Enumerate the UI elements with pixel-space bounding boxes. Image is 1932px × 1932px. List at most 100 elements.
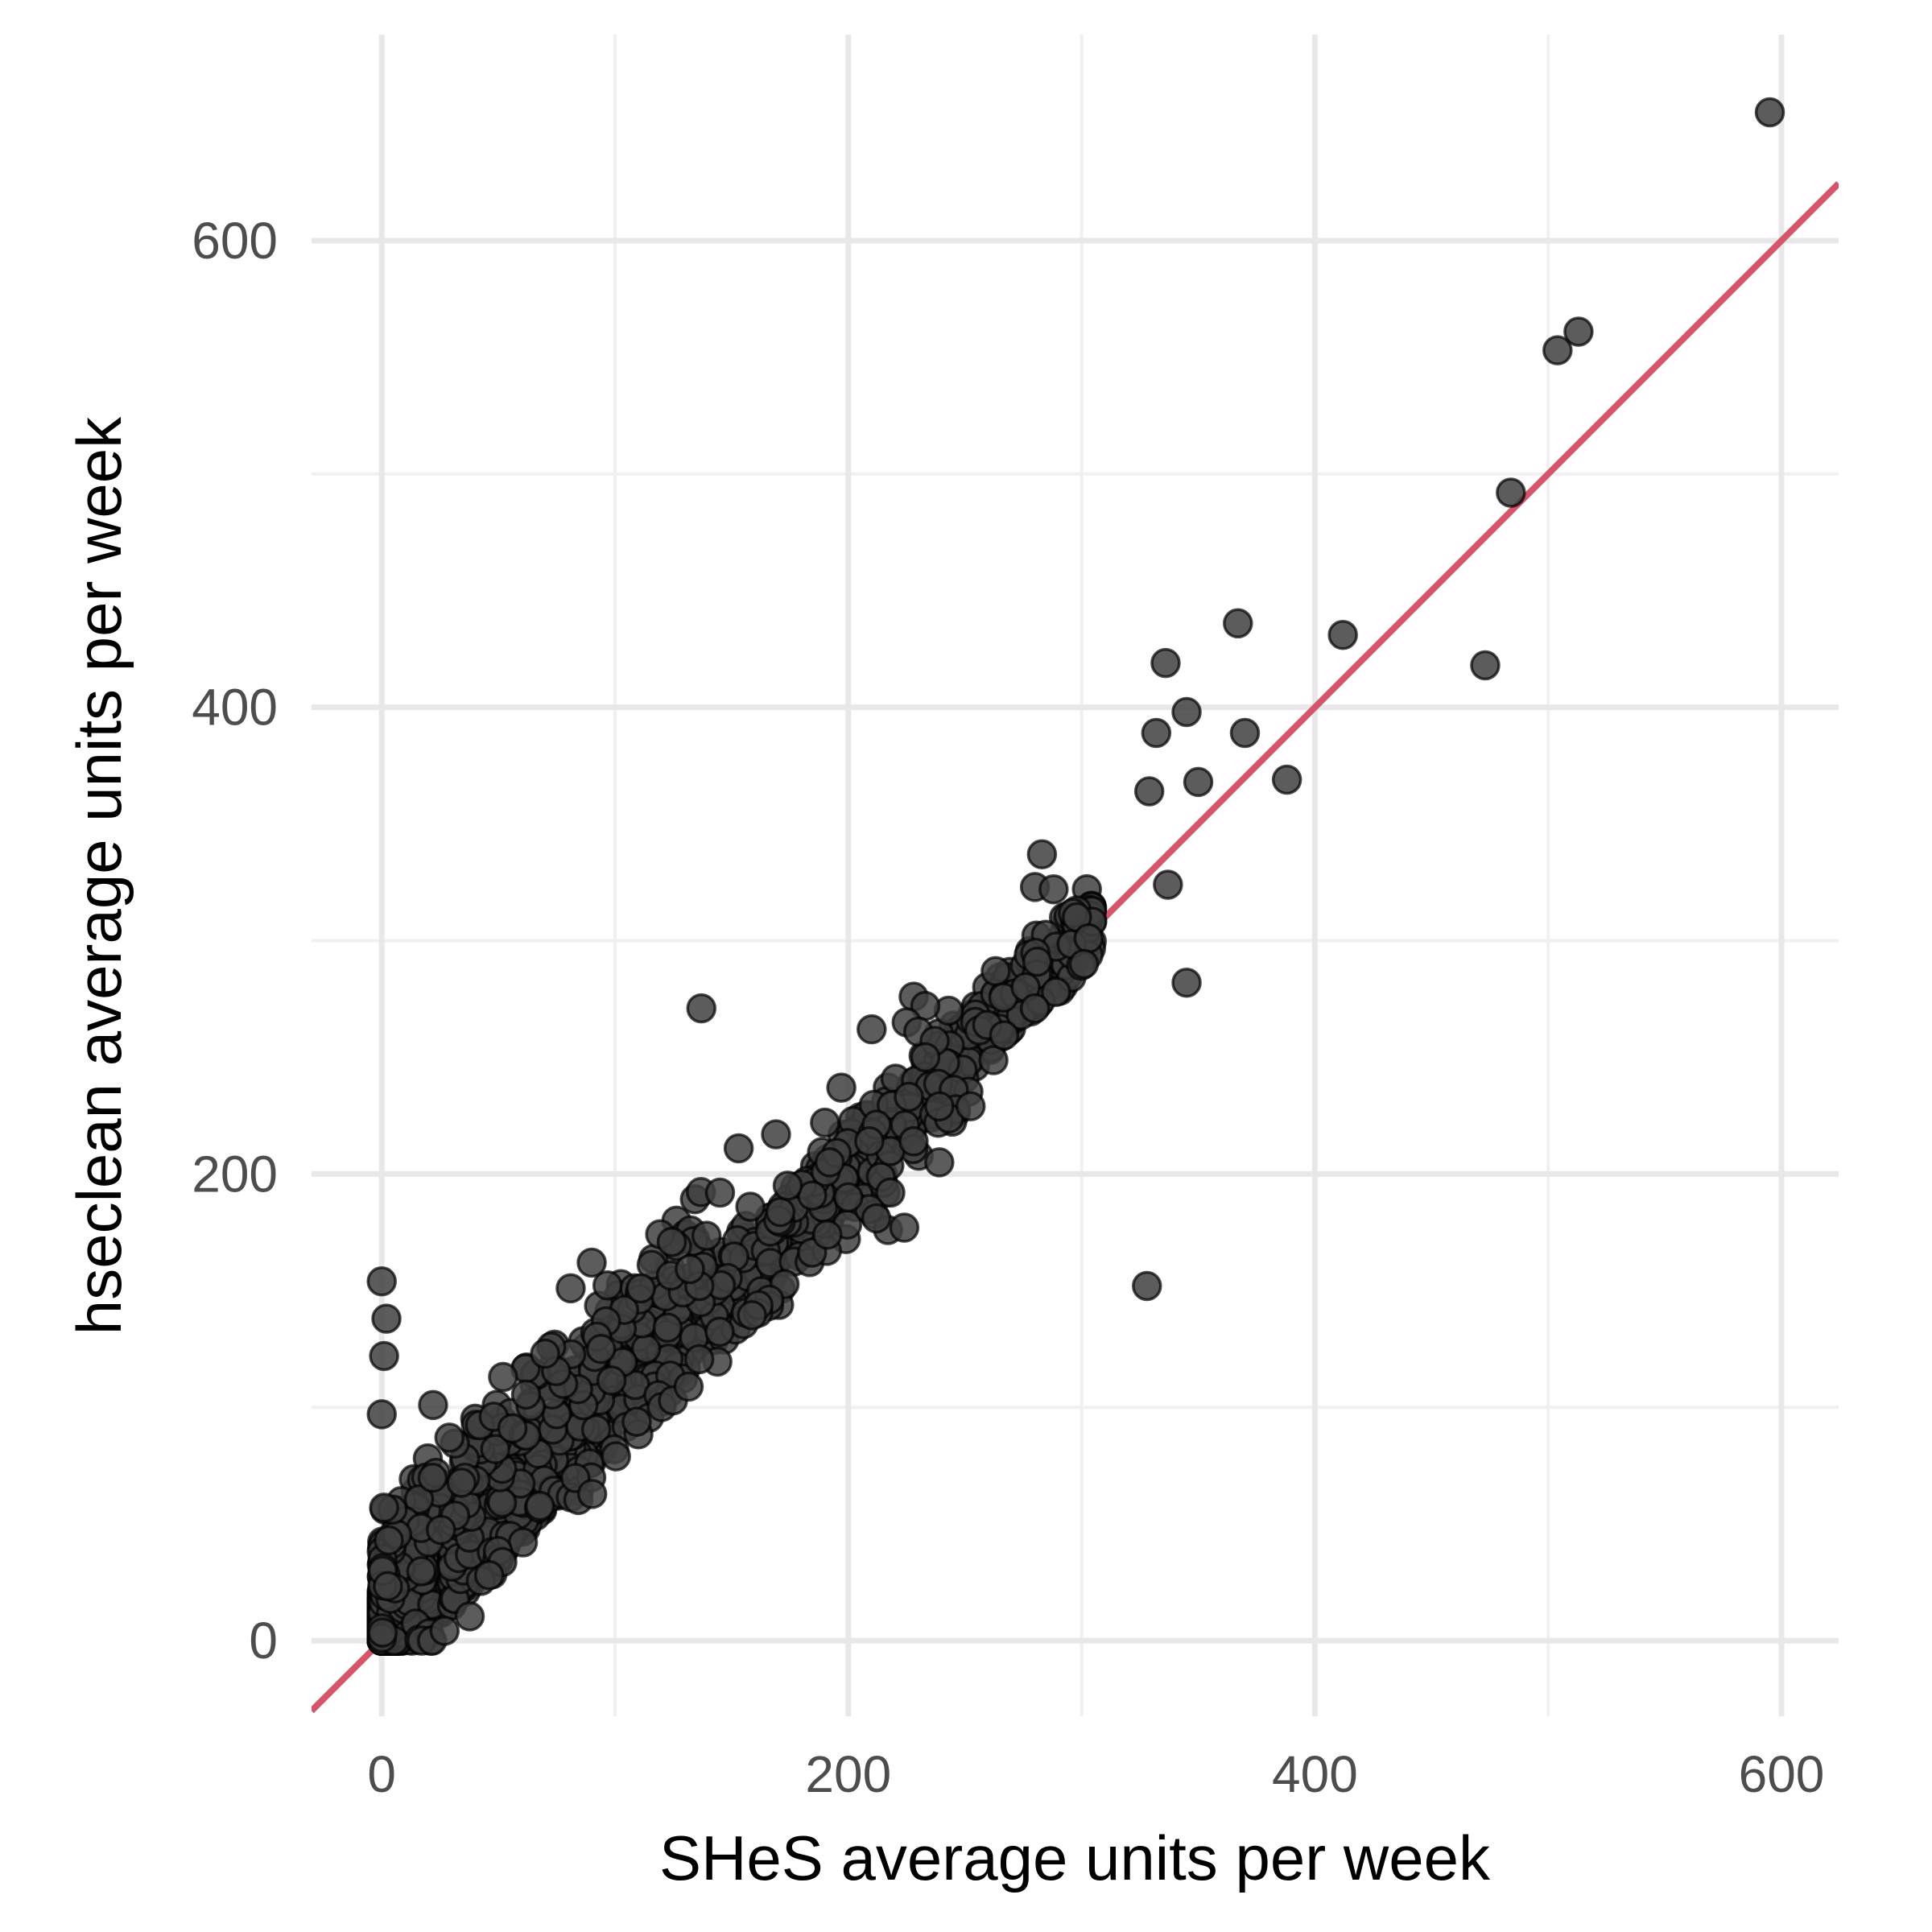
data-point	[446, 1468, 477, 1498]
data-point	[510, 1379, 542, 1410]
data-point-outlier	[1022, 946, 1053, 977]
data-point-outlier	[854, 1126, 885, 1157]
data-point	[683, 1344, 715, 1375]
data-point-outlier	[366, 1399, 397, 1430]
data-point-outlier	[857, 1013, 887, 1045]
data-point	[373, 1571, 403, 1602]
data-point	[955, 1091, 986, 1121]
data-point	[765, 1196, 796, 1228]
data-point	[406, 1556, 437, 1587]
data-point-outlier	[889, 1212, 920, 1243]
data-point-outlier	[369, 1492, 399, 1523]
data-point	[656, 1226, 687, 1257]
data-point-outlier	[434, 1422, 465, 1453]
data-point-outlier	[861, 1203, 892, 1234]
x-tick-label: 400	[1272, 1745, 1358, 1803]
y-axis-title: hseclean average units per week	[64, 416, 134, 1335]
data-point-outlier	[924, 1147, 955, 1178]
x-tick-label: 0	[367, 1745, 396, 1803]
data-point	[596, 1365, 627, 1396]
data-point	[601, 1441, 631, 1472]
data-point	[980, 956, 1011, 987]
x-tick-label: 200	[805, 1745, 891, 1803]
data-point	[480, 1434, 511, 1464]
data-point	[621, 1406, 652, 1437]
data-point	[673, 1371, 704, 1402]
data-point-outlier	[576, 1247, 607, 1278]
data-point-outlier	[555, 1273, 586, 1304]
data-point-outlier	[1496, 477, 1526, 508]
data-point-outlier	[686, 993, 716, 1024]
data-point-outlier	[1223, 608, 1253, 639]
data-point-outlier	[488, 1361, 518, 1393]
data-point-outlier	[924, 1091, 955, 1122]
data-point-outlier	[814, 1147, 845, 1178]
data-point-outlier	[418, 1389, 448, 1421]
data-point-outlier	[1327, 620, 1358, 650]
data-point-outlier	[497, 1413, 528, 1444]
data-point-outlier	[772, 1170, 803, 1201]
data-point-outlier	[1019, 993, 1051, 1024]
data-point	[737, 1300, 767, 1331]
data-point	[367, 1617, 398, 1648]
data-point-outlier	[530, 1338, 560, 1369]
data-point	[704, 1316, 735, 1348]
data-point-outlier	[369, 1340, 399, 1372]
data-point	[691, 1220, 722, 1251]
y-tick-label: 400	[192, 679, 278, 737]
data-point-outlier	[704, 1177, 736, 1208]
data-point-outlier	[898, 1126, 929, 1157]
data-point-outlier	[1150, 647, 1181, 679]
data-point	[625, 1273, 656, 1304]
y-axis-tick-labels: 0 200 400 600	[192, 212, 278, 1670]
data-point-outlier	[826, 1072, 857, 1103]
data-point-outlier	[1171, 696, 1202, 728]
data-point	[524, 1490, 555, 1521]
y-tick-label: 200	[192, 1145, 278, 1203]
data-point-outlier	[811, 1219, 843, 1250]
data-point-outlier	[1068, 948, 1100, 980]
data-point-outlier	[1754, 97, 1785, 128]
grid-major-lines	[312, 35, 1839, 1716]
data-point-outlier	[761, 1119, 791, 1150]
data-point-outlier	[1073, 923, 1104, 954]
data-point	[454, 1601, 485, 1632]
data-point-outlier	[1153, 869, 1183, 900]
data-point-outlier	[1141, 717, 1172, 749]
y-tick-label: 0	[249, 1612, 278, 1670]
data-point	[580, 1414, 612, 1445]
data-point-outlier	[1470, 650, 1501, 681]
data-point-outlier	[1133, 776, 1165, 807]
data-point-outlier	[1563, 316, 1594, 347]
data-point-outlier	[1542, 335, 1573, 365]
data-point	[576, 1479, 608, 1509]
data-point	[592, 1269, 623, 1301]
data-point-outlier	[371, 1303, 402, 1334]
data-point-outlier	[366, 1265, 397, 1297]
data-point	[417, 1463, 448, 1493]
data-point-outlier	[810, 1107, 840, 1138]
data-point	[429, 1616, 460, 1646]
data-point	[426, 1514, 456, 1546]
data-point-outlier	[833, 1182, 864, 1213]
data-point-outlier	[1183, 766, 1214, 798]
data-point-outliers	[366, 97, 1785, 1556]
data-point-outlier	[1038, 873, 1069, 905]
data-point-outlier	[1229, 717, 1261, 749]
data-point	[675, 1253, 705, 1285]
data-point-outlier	[735, 1191, 766, 1222]
data-point-outlier	[723, 1133, 754, 1164]
y-tick-label: 600	[192, 212, 278, 270]
data-point	[978, 1045, 1009, 1075]
data-point	[989, 1020, 1020, 1051]
data-point-outlier	[585, 1334, 617, 1364]
data-point	[473, 1559, 505, 1591]
data-point-outlier	[1171, 967, 1202, 998]
x-axis-title: SHeS average units per week	[659, 1823, 1491, 1893]
data-point-outlier	[875, 1177, 906, 1208]
data-point-outlier	[910, 1042, 941, 1073]
data-point	[486, 1487, 518, 1518]
